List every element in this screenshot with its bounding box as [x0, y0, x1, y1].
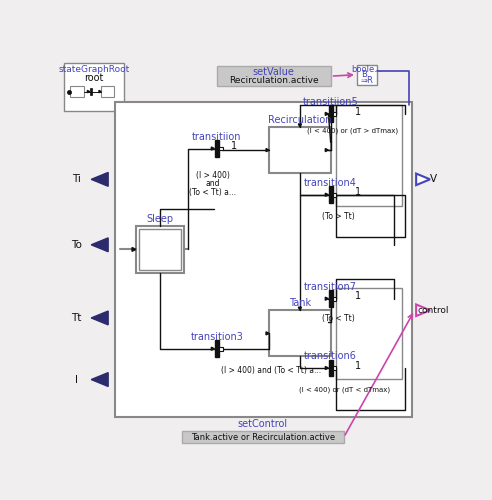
Bar: [139, 228, 181, 270]
Bar: [329, 290, 333, 307]
Text: Recirculation.active: Recirculation.active: [229, 76, 318, 86]
Text: control: control: [417, 306, 449, 315]
Polygon shape: [212, 147, 215, 150]
Bar: [329, 106, 333, 122]
Text: transition3: transition3: [190, 332, 243, 342]
Polygon shape: [91, 372, 108, 386]
Bar: [333, 297, 337, 300]
Text: 1: 1: [355, 188, 361, 198]
Bar: [329, 360, 333, 376]
Bar: [357, 64, 377, 84]
Text: (I < 400) or (dT > dTmax): (I < 400) or (dT > dTmax): [307, 128, 398, 134]
Bar: [182, 431, 344, 444]
Text: Tank.active or Recirculation.active: Tank.active or Recirculation.active: [191, 433, 335, 442]
Polygon shape: [266, 148, 269, 152]
Bar: [336, 288, 401, 379]
Bar: [218, 347, 222, 350]
Bar: [329, 186, 333, 203]
Text: Recirculation: Recirculation: [268, 115, 332, 125]
Bar: [64, 63, 124, 111]
Text: Sleep: Sleep: [146, 214, 173, 224]
Text: (To < Tt) a...: (To < Tt) a...: [189, 188, 236, 197]
Text: (I > 400) and (To < Tt) a...: (I > 400) and (To < Tt) a...: [220, 366, 321, 375]
Polygon shape: [132, 248, 136, 252]
Bar: [215, 340, 218, 357]
Text: (To < Tt): (To < Tt): [322, 314, 355, 323]
Bar: [218, 146, 222, 150]
Text: and: and: [206, 180, 220, 188]
Polygon shape: [91, 172, 108, 186]
Polygon shape: [91, 238, 108, 252]
Polygon shape: [266, 332, 269, 335]
Polygon shape: [416, 304, 430, 316]
Text: I: I: [75, 374, 78, 384]
Polygon shape: [91, 311, 108, 325]
Bar: [215, 140, 218, 157]
Text: root: root: [85, 74, 104, 84]
Bar: [333, 366, 337, 370]
Text: V: V: [430, 174, 437, 184]
Polygon shape: [298, 307, 302, 310]
Text: 1: 1: [355, 292, 361, 302]
Polygon shape: [325, 366, 328, 370]
Bar: [70, 86, 84, 97]
Text: transition7: transition7: [304, 282, 357, 292]
Bar: [217, 66, 331, 86]
Text: transitiion5: transitiion5: [303, 98, 359, 108]
Text: 1: 1: [231, 141, 237, 151]
Bar: [336, 104, 401, 206]
Text: (I > 400): (I > 400): [196, 171, 230, 180]
Text: setValue: setValue: [253, 68, 295, 78]
Polygon shape: [212, 347, 215, 350]
Bar: [101, 86, 114, 97]
Text: 1: 1: [355, 106, 361, 117]
Bar: [333, 112, 337, 116]
Bar: [90, 88, 92, 94]
Text: ⇒R: ⇒R: [361, 76, 373, 84]
Text: boole...: boole...: [351, 64, 382, 74]
Bar: [269, 310, 331, 356]
Bar: [115, 102, 412, 416]
Text: 1: 1: [355, 360, 361, 370]
Text: stateGraphRoot: stateGraphRoot: [59, 64, 130, 74]
Polygon shape: [325, 297, 328, 300]
Text: (I < 400) or (dT < dTmax): (I < 400) or (dT < dTmax): [299, 386, 390, 393]
Polygon shape: [416, 174, 430, 185]
Polygon shape: [99, 90, 101, 92]
Text: Tank: Tank: [289, 298, 311, 308]
Polygon shape: [325, 193, 328, 196]
Polygon shape: [298, 124, 302, 127]
Text: transition4: transition4: [304, 178, 357, 188]
Text: setControl: setControl: [238, 419, 288, 429]
Bar: [136, 226, 184, 274]
Text: transition6: transition6: [304, 352, 357, 362]
Polygon shape: [325, 148, 328, 152]
Polygon shape: [88, 90, 90, 92]
Bar: [269, 127, 331, 173]
Bar: [333, 193, 337, 196]
Text: Tt: Tt: [71, 313, 82, 323]
Text: Ti: Ti: [72, 174, 81, 184]
Text: To: To: [71, 240, 82, 250]
Text: (To > Tt): (To > Tt): [322, 212, 355, 221]
Text: B: B: [361, 70, 367, 79]
Polygon shape: [325, 112, 328, 116]
Text: transitiion: transitiion: [192, 132, 242, 142]
